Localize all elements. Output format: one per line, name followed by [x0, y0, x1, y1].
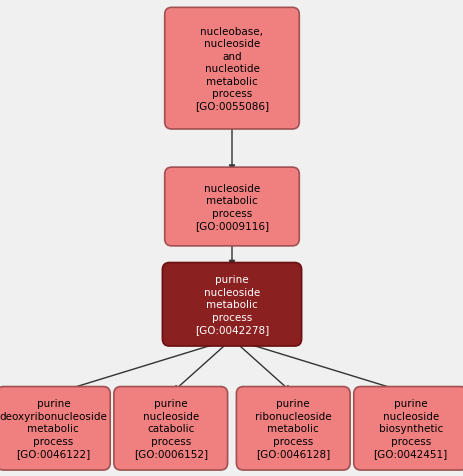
- Text: purine
deoxyribonucleoside
metabolic
process
[GO:0046122]: purine deoxyribonucleoside metabolic pro…: [0, 399, 107, 458]
- Text: purine
nucleoside
biosynthetic
process
[GO:0042451]: purine nucleoside biosynthetic process […: [373, 399, 447, 458]
- FancyBboxPatch shape: [0, 387, 110, 470]
- Text: nucleoside
metabolic
process
[GO:0009116]: nucleoside metabolic process [GO:0009116…: [194, 184, 269, 230]
- Text: purine
nucleoside
metabolic
process
[GO:0042278]: purine nucleoside metabolic process [GO:…: [194, 275, 269, 334]
- FancyBboxPatch shape: [236, 387, 349, 470]
- Text: nucleobase,
nucleoside
and
nucleotide
metabolic
process
[GO:0055086]: nucleobase, nucleoside and nucleotide me…: [194, 27, 269, 111]
- Text: purine
ribonucleoside
metabolic
process
[GO:0046128]: purine ribonucleoside metabolic process …: [254, 399, 331, 458]
- FancyBboxPatch shape: [162, 263, 301, 347]
- FancyBboxPatch shape: [114, 387, 227, 470]
- FancyBboxPatch shape: [164, 168, 299, 247]
- Text: purine
nucleoside
catabolic
process
[GO:0006152]: purine nucleoside catabolic process [GO:…: [133, 399, 207, 458]
- FancyBboxPatch shape: [353, 387, 463, 470]
- FancyBboxPatch shape: [164, 9, 299, 130]
